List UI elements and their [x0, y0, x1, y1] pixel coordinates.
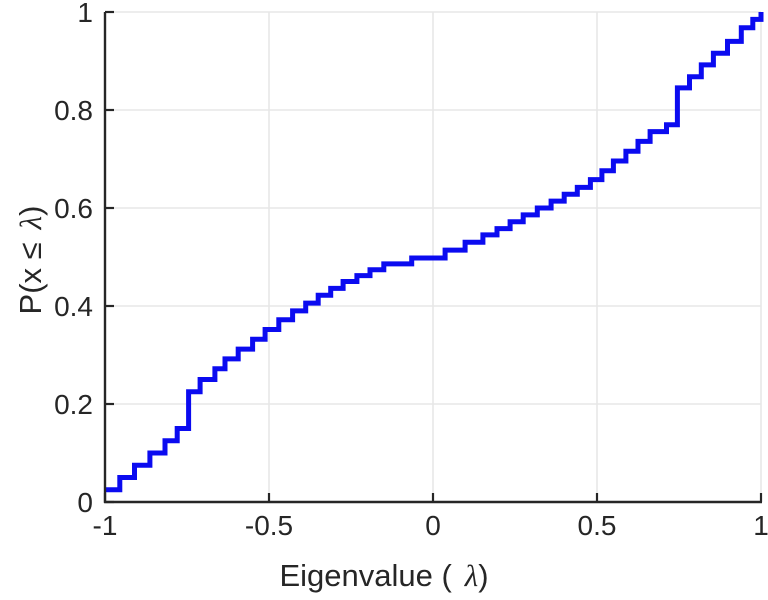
- y-tick-label: 0: [77, 487, 93, 518]
- y-axis-label-text: P(x ≤: [13, 242, 48, 315]
- x-axis-lambda-symbol: λ: [464, 558, 479, 593]
- y-axis-lambda-symbol: λ: [13, 215, 48, 230]
- y-axis-label: P(x ≤ λ): [13, 0, 49, 520]
- y-tick-label: 0.4: [54, 291, 93, 322]
- y-tick-label: 0.8: [54, 95, 93, 126]
- y-tick-label: 0.6: [54, 193, 93, 224]
- y-axis-label-close-paren: ): [13, 205, 48, 216]
- y-tick-label: 0.2: [54, 389, 93, 420]
- x-tick-label: -1: [93, 510, 118, 541]
- x-axis-label: Eigenvalue ( λ): [0, 558, 768, 594]
- y-tick-label: 1: [77, 0, 93, 28]
- x-axis-label-text: Eigenvalue (: [279, 558, 452, 593]
- x-tick-label: -0.5: [245, 510, 293, 541]
- x-tick-label: 0: [425, 510, 441, 541]
- ecdf-stairs-line: [105, 12, 764, 493]
- x-axis-label-close-paren: ): [478, 558, 489, 593]
- x-tick-label: 1: [753, 510, 768, 541]
- x-tick-label: 0.5: [578, 510, 617, 541]
